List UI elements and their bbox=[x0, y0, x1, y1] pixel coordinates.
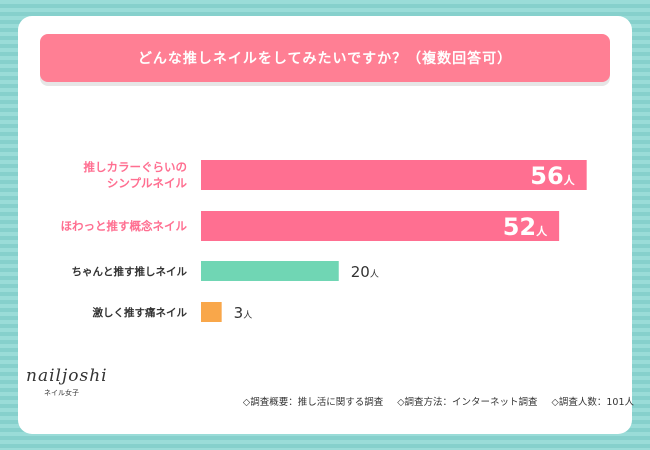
category-label-0: 推しカラーぐらいのシンプルネイル bbox=[84, 160, 188, 190]
survey-count: ◇調査人数：101人 bbox=[551, 397, 634, 408]
category-label-1: ほわっと推す概念ネイル bbox=[61, 219, 188, 233]
category-label-2: ちゃんと推す推しネイル bbox=[72, 265, 188, 278]
bar-0 bbox=[201, 160, 587, 190]
value-label-3: 3人 bbox=[234, 304, 253, 322]
value-label-2: 20人 bbox=[351, 263, 379, 281]
value-label-0: 56人 bbox=[530, 162, 575, 190]
title-banner: どんな推しネイルをしてみたいですか？（複数回答可） bbox=[40, 34, 610, 82]
logo-main-text: nailjoshi bbox=[26, 366, 108, 386]
survey-overview: ◇調査概要：推し活に関する調査 bbox=[242, 397, 384, 408]
survey-method: ◇調査方法：インターネット調査 bbox=[397, 397, 538, 408]
bar-1 bbox=[201, 211, 560, 241]
chart-title: どんな推しネイルをしてみたいですか？（複数回答可） bbox=[137, 51, 513, 67]
logo-sub-text: ネイル女子 bbox=[44, 389, 79, 397]
bar-3 bbox=[201, 302, 222, 322]
bar-2 bbox=[201, 261, 339, 281]
nailjoshi-logo: nailjoshi ネイル女子 bbox=[26, 366, 126, 398]
category-label-3: 激しく推す痛ネイル bbox=[93, 306, 188, 319]
survey-footer: ◇調査概要：推し活に関する調査 ◇調査方法：インターネット調査 ◇調査人数：10… bbox=[243, 394, 634, 408]
value-label-1: 52人 bbox=[503, 213, 548, 241]
